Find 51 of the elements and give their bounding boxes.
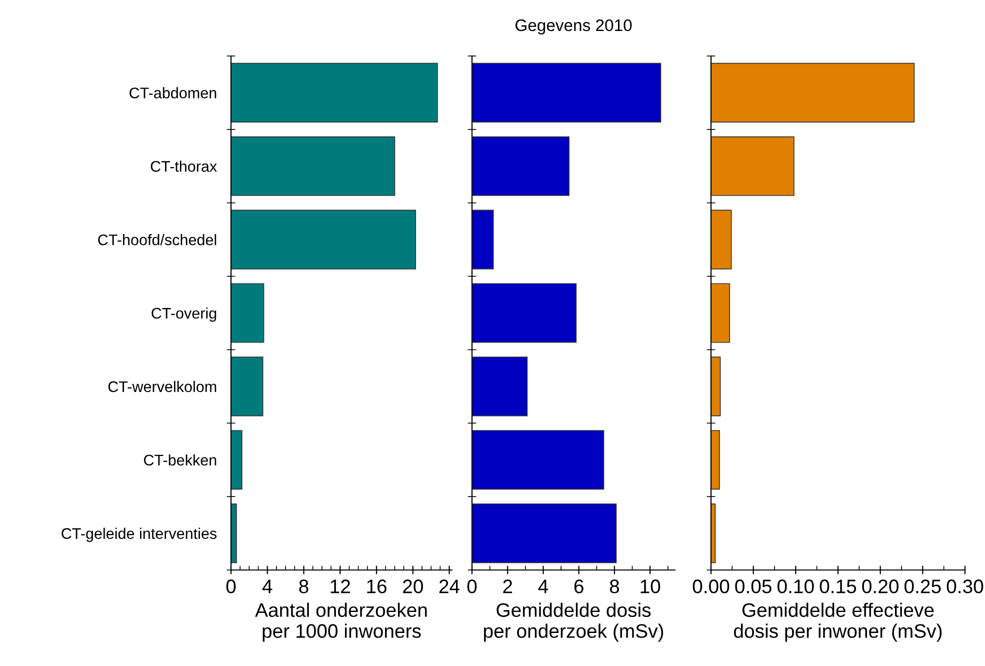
bar xyxy=(711,430,720,490)
x-tick-label: 2 xyxy=(503,580,512,594)
x-tick-label: 0.30 xyxy=(946,580,984,594)
bar xyxy=(472,136,570,196)
y-tick-label: CT-overig xyxy=(152,307,216,322)
y-tick-label: CT-thorax xyxy=(150,160,217,172)
bar xyxy=(711,62,915,123)
bar xyxy=(472,283,577,343)
x-tick-label: 0.00 xyxy=(692,580,730,594)
x-axis-title: Gemiddelde effectieve dosis per inwoner (mSv) xyxy=(734,602,942,642)
bar xyxy=(711,210,732,270)
bar xyxy=(231,283,264,343)
x-tick-label: 4 xyxy=(262,580,272,594)
bar xyxy=(711,283,730,343)
x-tick-label: 0.15 xyxy=(820,580,856,594)
x-tick-label: 6 xyxy=(574,580,584,594)
x-tick-label: 8 xyxy=(299,580,308,594)
bar xyxy=(472,430,604,490)
bar xyxy=(472,356,528,416)
bar xyxy=(231,62,438,123)
y-tick-label: CT-geleide interventies xyxy=(62,528,217,542)
x-axis-title: Aantal onderzoeken per 1000 inwoners xyxy=(255,602,427,642)
x-tick-label: 0 xyxy=(467,580,477,594)
bar xyxy=(472,503,617,564)
x-tick-label: 0.25 xyxy=(904,580,941,594)
y-tick-label: CT-abdomen xyxy=(130,87,216,98)
bar xyxy=(231,136,396,196)
x-tick-label: 10 xyxy=(640,580,660,594)
bar xyxy=(231,210,416,270)
bar xyxy=(472,62,662,123)
x-tick-label: 24 xyxy=(439,580,460,594)
x-tick-label: 4 xyxy=(538,580,548,594)
x-tick-label: 20 xyxy=(403,580,423,594)
x-axis-title: Gemiddelde dosis per onderzoek (mSv) xyxy=(484,602,664,642)
x-tick-label: 16 xyxy=(367,580,386,594)
bar xyxy=(711,136,794,196)
y-tick-label: CT-hoofd/schedel xyxy=(98,234,216,246)
x-tick-label: 12 xyxy=(330,580,350,594)
chart-title: Gegevens 2010 xyxy=(516,19,632,34)
x-tick-label: 8 xyxy=(610,580,620,594)
bar xyxy=(231,356,264,416)
x-tick-label: 0.05 xyxy=(735,580,772,594)
x-tick-label: 0.20 xyxy=(862,580,898,594)
y-tick-label: CT-wervelkolom xyxy=(108,380,216,392)
bar xyxy=(711,356,721,416)
y-tick-label: CT-bekken xyxy=(144,454,216,466)
x-tick-label: 0.10 xyxy=(778,580,814,594)
bar xyxy=(231,430,242,490)
bar xyxy=(472,210,494,270)
bar xyxy=(231,503,237,564)
x-tick-label: 0 xyxy=(226,580,236,594)
